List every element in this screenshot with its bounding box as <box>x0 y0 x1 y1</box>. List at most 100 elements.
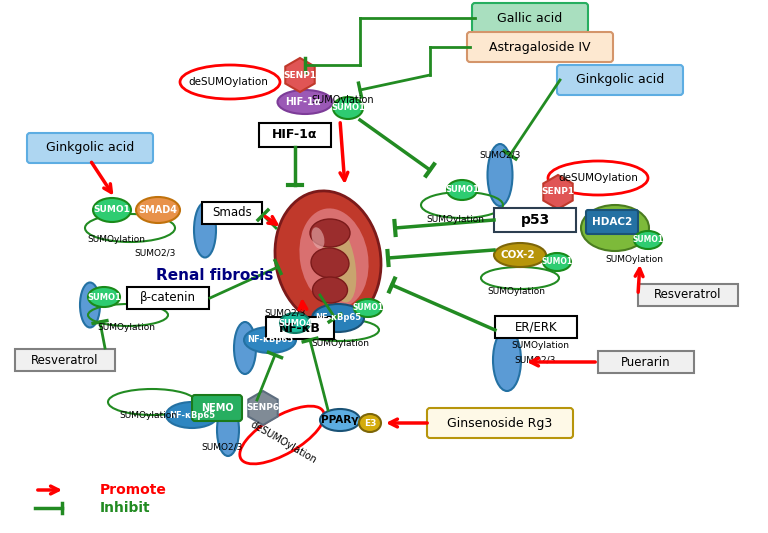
FancyBboxPatch shape <box>494 208 576 232</box>
Text: deSUMOylation: deSUMOylation <box>558 173 638 183</box>
FancyBboxPatch shape <box>586 210 638 234</box>
Ellipse shape <box>359 414 381 432</box>
Text: SUMO1: SUMO1 <box>445 185 479 195</box>
Ellipse shape <box>277 90 333 114</box>
Text: Puerarin: Puerarin <box>621 356 670 368</box>
Text: SUMOylation: SUMOylation <box>426 215 484 224</box>
Text: SMAD4: SMAD4 <box>138 205 177 215</box>
Ellipse shape <box>88 287 120 307</box>
FancyBboxPatch shape <box>467 32 613 62</box>
Text: SUMOylation: SUMOylation <box>312 95 374 105</box>
Ellipse shape <box>313 277 347 303</box>
Ellipse shape <box>234 322 256 374</box>
Text: SUMOylation: SUMOylation <box>97 322 155 332</box>
FancyBboxPatch shape <box>192 395 242 421</box>
Ellipse shape <box>310 219 350 247</box>
Text: SUMO1: SUMO1 <box>87 293 121 302</box>
Text: Smads: Smads <box>212 206 252 220</box>
Ellipse shape <box>488 144 512 206</box>
Ellipse shape <box>494 243 546 267</box>
Text: SUMO2/3: SUMO2/3 <box>201 442 243 451</box>
Text: Renal fibrosis: Renal fibrosis <box>157 268 273 282</box>
FancyBboxPatch shape <box>266 317 334 339</box>
Ellipse shape <box>300 208 369 308</box>
Polygon shape <box>248 391 278 425</box>
FancyBboxPatch shape <box>259 123 331 147</box>
FancyBboxPatch shape <box>427 408 573 438</box>
Text: SUMO1: SUMO1 <box>94 206 131 214</box>
Ellipse shape <box>93 198 131 222</box>
Text: COX-2: COX-2 <box>501 250 535 260</box>
Polygon shape <box>285 58 315 92</box>
FancyBboxPatch shape <box>495 316 577 338</box>
Ellipse shape <box>312 227 324 249</box>
Text: Ginsenoside Rg3: Ginsenoside Rg3 <box>448 416 553 430</box>
Text: Resveratrol: Resveratrol <box>31 353 99 367</box>
Ellipse shape <box>217 404 239 456</box>
Text: Ginkgolic acid: Ginkgolic acid <box>46 141 134 155</box>
FancyBboxPatch shape <box>15 349 115 371</box>
Ellipse shape <box>312 304 364 332</box>
Text: p53: p53 <box>521 213 550 227</box>
FancyBboxPatch shape <box>472 3 588 33</box>
Polygon shape <box>543 175 573 209</box>
Text: Astragaloside IV: Astragaloside IV <box>489 41 591 53</box>
Ellipse shape <box>275 191 381 325</box>
Ellipse shape <box>136 197 180 223</box>
Text: SUMOylation: SUMOylation <box>487 287 545 296</box>
Text: SUMO2/3: SUMO2/3 <box>479 150 521 159</box>
Text: SUMO1: SUMO1 <box>331 103 365 112</box>
Ellipse shape <box>447 180 477 200</box>
Text: SUMOylation: SUMOylation <box>511 341 569 350</box>
Text: SUMO4: SUMO4 <box>278 319 312 327</box>
Text: HIF-1α: HIF-1α <box>272 128 318 141</box>
FancyBboxPatch shape <box>557 65 683 95</box>
Ellipse shape <box>80 282 100 327</box>
Text: Gallic acid: Gallic acid <box>498 12 563 25</box>
Text: SUMO1: SUMO1 <box>541 257 573 266</box>
FancyBboxPatch shape <box>638 284 738 306</box>
Ellipse shape <box>323 223 356 303</box>
Ellipse shape <box>320 409 360 431</box>
Text: SENP6: SENP6 <box>247 403 280 413</box>
Text: SENP1: SENP1 <box>283 70 316 79</box>
Text: deSUMOylation: deSUMOylation <box>248 419 318 465</box>
Text: Ginkgolic acid: Ginkgolic acid <box>576 74 664 86</box>
Text: SUMO2/3: SUMO2/3 <box>264 309 306 318</box>
FancyBboxPatch shape <box>598 351 694 373</box>
Text: SUMOylation: SUMOylation <box>311 338 369 348</box>
Text: β-catenin: β-catenin <box>140 292 196 304</box>
Text: ER/ERK: ER/ERK <box>515 320 558 334</box>
Ellipse shape <box>354 299 382 317</box>
Ellipse shape <box>333 97 363 119</box>
Text: SUMO1: SUMO1 <box>632 236 664 245</box>
Text: Inhibit: Inhibit <box>100 501 151 515</box>
Text: HDAC2: HDAC2 <box>592 217 632 227</box>
Text: PPARγ: PPARγ <box>321 415 359 425</box>
Text: NF-κBp65: NF-κBp65 <box>169 410 215 419</box>
Text: SUMO1: SUMO1 <box>353 303 383 312</box>
Ellipse shape <box>493 329 521 391</box>
Text: Promote: Promote <box>100 483 167 497</box>
Text: NF-κBp65: NF-κBp65 <box>247 335 293 344</box>
Text: SENP1: SENP1 <box>541 188 574 197</box>
Ellipse shape <box>634 231 662 249</box>
Text: SUMOylation: SUMOylation <box>87 236 145 245</box>
Text: SUMO2/3: SUMO2/3 <box>134 248 176 257</box>
Ellipse shape <box>543 253 571 271</box>
Text: NEMO: NEMO <box>200 403 233 413</box>
Text: SUMO2/3: SUMO2/3 <box>515 356 556 365</box>
Text: NF-κBp65: NF-κBp65 <box>315 313 361 322</box>
Ellipse shape <box>166 402 218 428</box>
Text: NF-κB: NF-κB <box>279 321 321 335</box>
Text: SUMOylation: SUMOylation <box>119 410 177 419</box>
FancyBboxPatch shape <box>127 287 209 309</box>
Text: HIF-1α: HIF-1α <box>285 97 321 107</box>
Ellipse shape <box>244 327 296 353</box>
FancyBboxPatch shape <box>27 133 153 163</box>
Ellipse shape <box>581 205 649 251</box>
Ellipse shape <box>311 248 349 278</box>
Text: SUMOylation: SUMOylation <box>605 255 663 264</box>
Ellipse shape <box>194 203 216 257</box>
FancyBboxPatch shape <box>202 202 262 224</box>
